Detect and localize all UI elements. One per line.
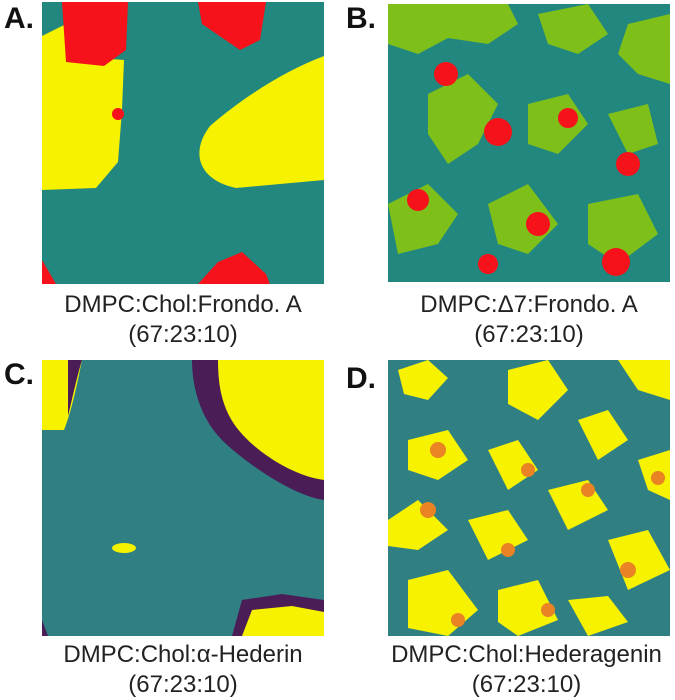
panel-d-caption-line1: DMPC:Chol:Hederagenin	[391, 641, 662, 668]
panel-b-caption: DMPC:Δ7:Frondo. A (67:23:10)	[388, 290, 670, 350]
panel-b-caption-line1: DMPC:Δ7:Frondo. A	[420, 291, 638, 318]
panel-d-caption: DMPC:Chol:Hederagenin (67:23:10)	[378, 640, 675, 700]
panel-a-caption: DMPC:Chol:Frondo. A (67:23:10)	[42, 290, 324, 350]
panel-b-simulation-image	[388, 4, 670, 282]
panel-c-caption-line2: (67:23:10)	[128, 671, 238, 698]
panel-d-simulation-image	[388, 360, 670, 636]
panel-a-caption-line2: (67:23:10)	[128, 321, 238, 348]
panel-c-caption: DMPC:Chol:α-Hederin (67:23:10)	[42, 640, 324, 700]
panel-b-letter: B.	[346, 2, 376, 35]
panel-a-simulation-image	[42, 2, 324, 284]
panel-c-letter: C.	[4, 358, 34, 391]
panel-c-simulation-image	[42, 360, 324, 636]
panel-a-letter: A.	[4, 2, 34, 35]
panel-d-caption-line2: (67:23:10)	[471, 671, 582, 698]
panel-a-caption-line1: DMPC:Chol:Frondo. A	[64, 291, 302, 318]
panel-b-caption-line2: (67:23:10)	[474, 321, 584, 348]
panel-c-caption-line1: DMPC:Chol:α-Hederin	[63, 641, 303, 668]
panel-d-letter: D.	[346, 362, 376, 395]
